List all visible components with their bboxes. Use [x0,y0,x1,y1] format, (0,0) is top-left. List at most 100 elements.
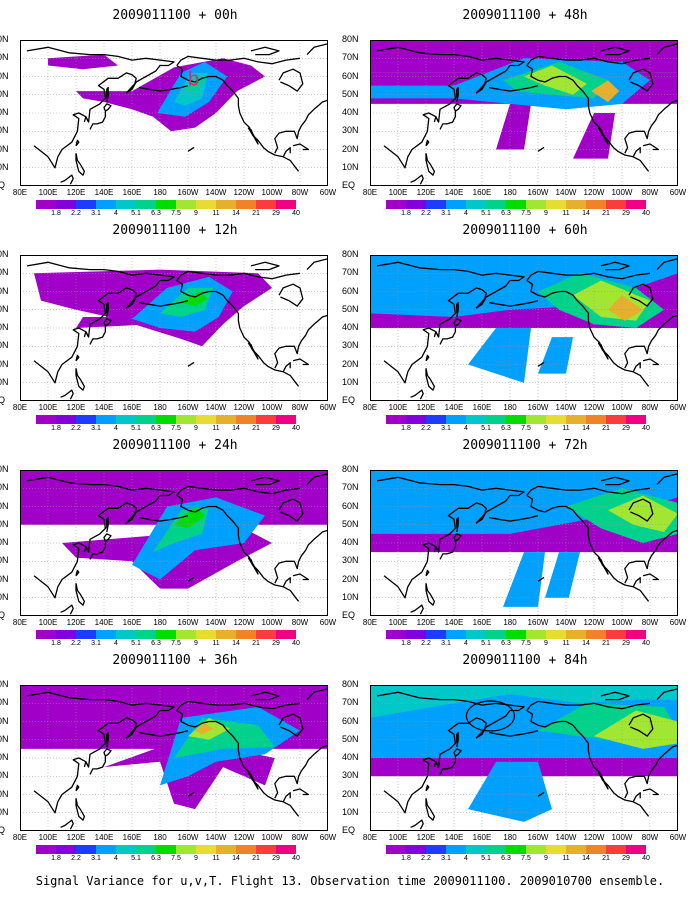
lon-tick-label: 100W [611,618,633,627]
colorbar-swatch [116,200,136,209]
lat-tick-label: 60N [0,715,9,726]
coastline [597,557,609,575]
colorbar-swatch [176,630,196,639]
lon-tick-label: 80E [12,188,28,197]
lon-tick-label: 140W [205,833,227,842]
lon-tick-label: 120E [416,188,436,197]
lat-tick-label: 10N [0,376,9,387]
colorbar-swatch [116,630,136,639]
colorbar-label: 14 [232,640,240,647]
lon-tick-label: 160E [122,618,142,627]
colorbar-swatch [76,415,96,424]
coastline [176,700,301,711]
lon-tick-label: 180 [153,403,167,412]
colorbar-label: 40 [642,855,650,862]
coastline [125,83,136,94]
panel-title: 2009011100 + 84h [462,653,588,668]
colorbar-swatch [136,845,156,854]
lat-tick-label: 30N [342,340,359,351]
colorbar-swatch [386,200,406,209]
lon-tick-label: 120E [416,403,436,412]
lon-tick-label: 160E [122,833,142,842]
variance-contour-fill [591,80,620,102]
coastline [597,127,609,145]
lat-tick-label: 10N [0,161,9,172]
lat-tick-label: 80N [0,34,9,44]
colorbar-swatch [236,200,256,209]
coastline [632,792,641,803]
forecast-map: b [20,40,328,186]
panel-title: 2009011100 + 24h [112,438,238,453]
coastline [656,43,678,56]
coastline [433,546,440,553]
colorbar-swatch [486,200,506,209]
colorbar-swatch [466,415,486,424]
colorbar-swatch [256,845,276,854]
coastline [282,362,291,373]
coastline [75,784,80,792]
lat-tick-label: 60N [342,715,359,726]
colorbar-label: 3.1 [91,855,101,862]
coastline [106,86,109,103]
lon-tick-label: 80W [641,618,659,627]
coastline [125,298,136,309]
colorbar-label: 6.3 [501,640,511,647]
coastline [250,476,280,486]
colorbar-swatch [606,200,626,209]
lat-tick-label: 40N [342,752,359,762]
lon-tick-label: 120E [66,618,86,627]
lat-tick-label: 10N [342,591,359,602]
colorbar-swatch [426,200,446,209]
lat-tick-label: 70N [342,482,359,493]
coastline [75,139,80,147]
coastline [60,604,74,615]
lat-tick-label: 40N [0,107,9,117]
lat-tick-label: 70N [0,697,9,708]
lat-tick-label: 30N [342,770,359,781]
colorbar-label: 6.3 [501,210,511,217]
lon-tick-label: 160E [472,188,492,197]
coastline [176,279,300,387]
lon-tick-label: 60W [669,618,687,627]
colorbar-swatch [56,200,76,209]
colorbar-label: 9 [544,210,548,217]
colorbar-label: 21 [252,425,260,432]
lon-tick-label: 160W [177,833,199,842]
lat-tick-label: EQ [342,610,356,620]
colorbar-swatch [176,200,196,209]
colorbar-label: 29 [622,210,630,217]
coastline [628,498,654,522]
coastline [425,784,430,792]
colorbar-label: 14 [582,210,590,217]
lat-tick-label: 20N [342,788,359,799]
colorbar-swatch [406,200,426,209]
coastline [75,798,86,821]
coastline [274,99,328,154]
lat-tick-label: EQ [0,180,6,190]
colorbar-swatch [546,845,566,854]
coastline [247,772,259,790]
coastline [433,761,440,768]
coastline [537,577,545,582]
coastline [526,64,650,172]
colorbar-swatch [196,630,216,639]
colorbar-swatch [76,630,96,639]
colorbar-swatch [566,630,586,639]
coastline [89,103,112,130]
lon-tick-label: 60W [319,188,337,197]
lat-tick-label: 60N [342,500,359,511]
coastline [628,283,654,307]
colorbar-swatch [486,415,506,424]
lat-tick-label: 40N [0,537,9,547]
variance-contour-fill [573,113,615,159]
lon-tick-label: 160W [527,403,549,412]
colorbar-label: 5.1 [481,640,491,647]
colorbar-label: 4 [464,640,468,647]
coastline [600,476,630,486]
colorbar-swatch [216,630,236,639]
colorbar-label: 6.3 [501,425,511,432]
coastline [250,261,280,271]
lon-tick-label: 120W [233,618,255,627]
colorbar-swatch [386,415,406,424]
lon-tick-label: 120W [583,833,605,842]
